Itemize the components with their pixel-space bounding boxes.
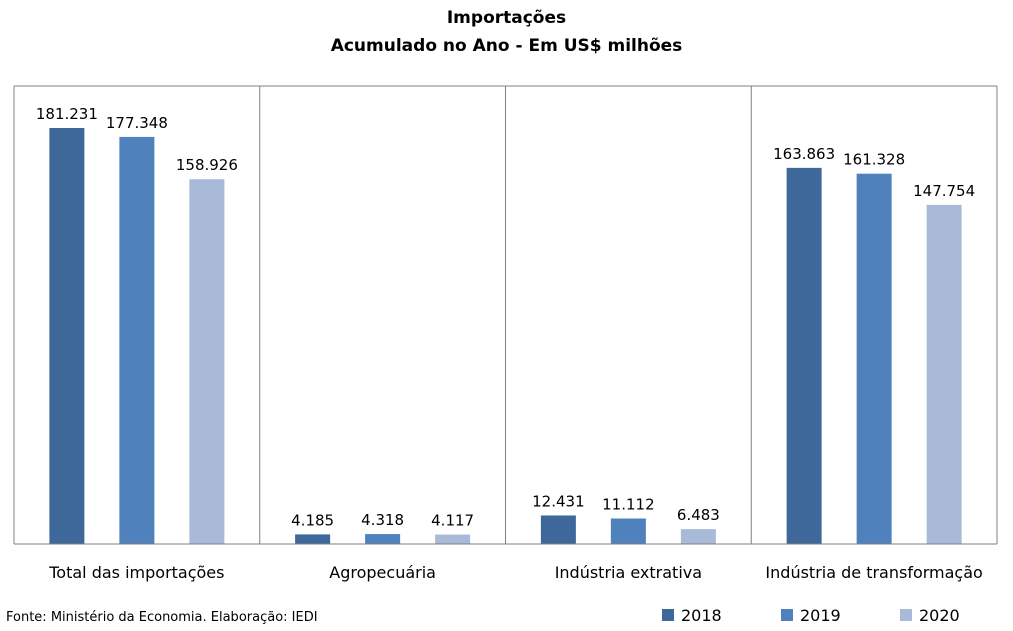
- category-label: Indústria extrativa: [555, 563, 702, 582]
- bar: [435, 534, 471, 544]
- category-label: Indústria de transformação: [765, 563, 982, 582]
- data-label: 163.863: [773, 145, 835, 163]
- data-label: 161.328: [843, 151, 905, 169]
- data-label: 158.926: [176, 156, 238, 174]
- data-label: 12.431: [532, 492, 585, 510]
- data-label: 181.231: [36, 105, 98, 123]
- chart-title: Importações: [446, 8, 567, 28]
- data-label: 4.185: [291, 511, 334, 529]
- bar: [786, 167, 822, 544]
- data-label: 4.117: [431, 512, 474, 530]
- bar: [49, 128, 85, 544]
- bar: [295, 534, 331, 544]
- data-label: 4.318: [361, 511, 404, 529]
- legend-swatch: [900, 609, 912, 621]
- source-note: Fonte: Ministério da Economia. Elaboraçã…: [6, 610, 318, 625]
- legend-label: 2020: [919, 606, 960, 625]
- bar: [926, 204, 962, 544]
- bar: [365, 534, 401, 544]
- data-label: 11.112: [602, 495, 655, 513]
- bar: [119, 136, 155, 544]
- data-label: 6.483: [677, 506, 720, 524]
- legend-label: 2019: [800, 606, 841, 625]
- bar: [680, 529, 716, 544]
- data-label: 147.754: [913, 182, 975, 200]
- bar: [189, 179, 225, 544]
- bar: [610, 518, 646, 544]
- legend-swatch: [781, 609, 793, 621]
- chart-subtitle: Acumulado no Ano - Em US$ milhões: [330, 36, 683, 56]
- data-label: 177.348: [106, 114, 168, 132]
- legend-swatch: [662, 609, 674, 621]
- bar: [856, 173, 892, 544]
- bar: [540, 515, 576, 544]
- category-label: Agropecuária: [329, 563, 436, 582]
- legend-label: 2018: [681, 606, 722, 625]
- category-label: Total das importações: [48, 563, 224, 582]
